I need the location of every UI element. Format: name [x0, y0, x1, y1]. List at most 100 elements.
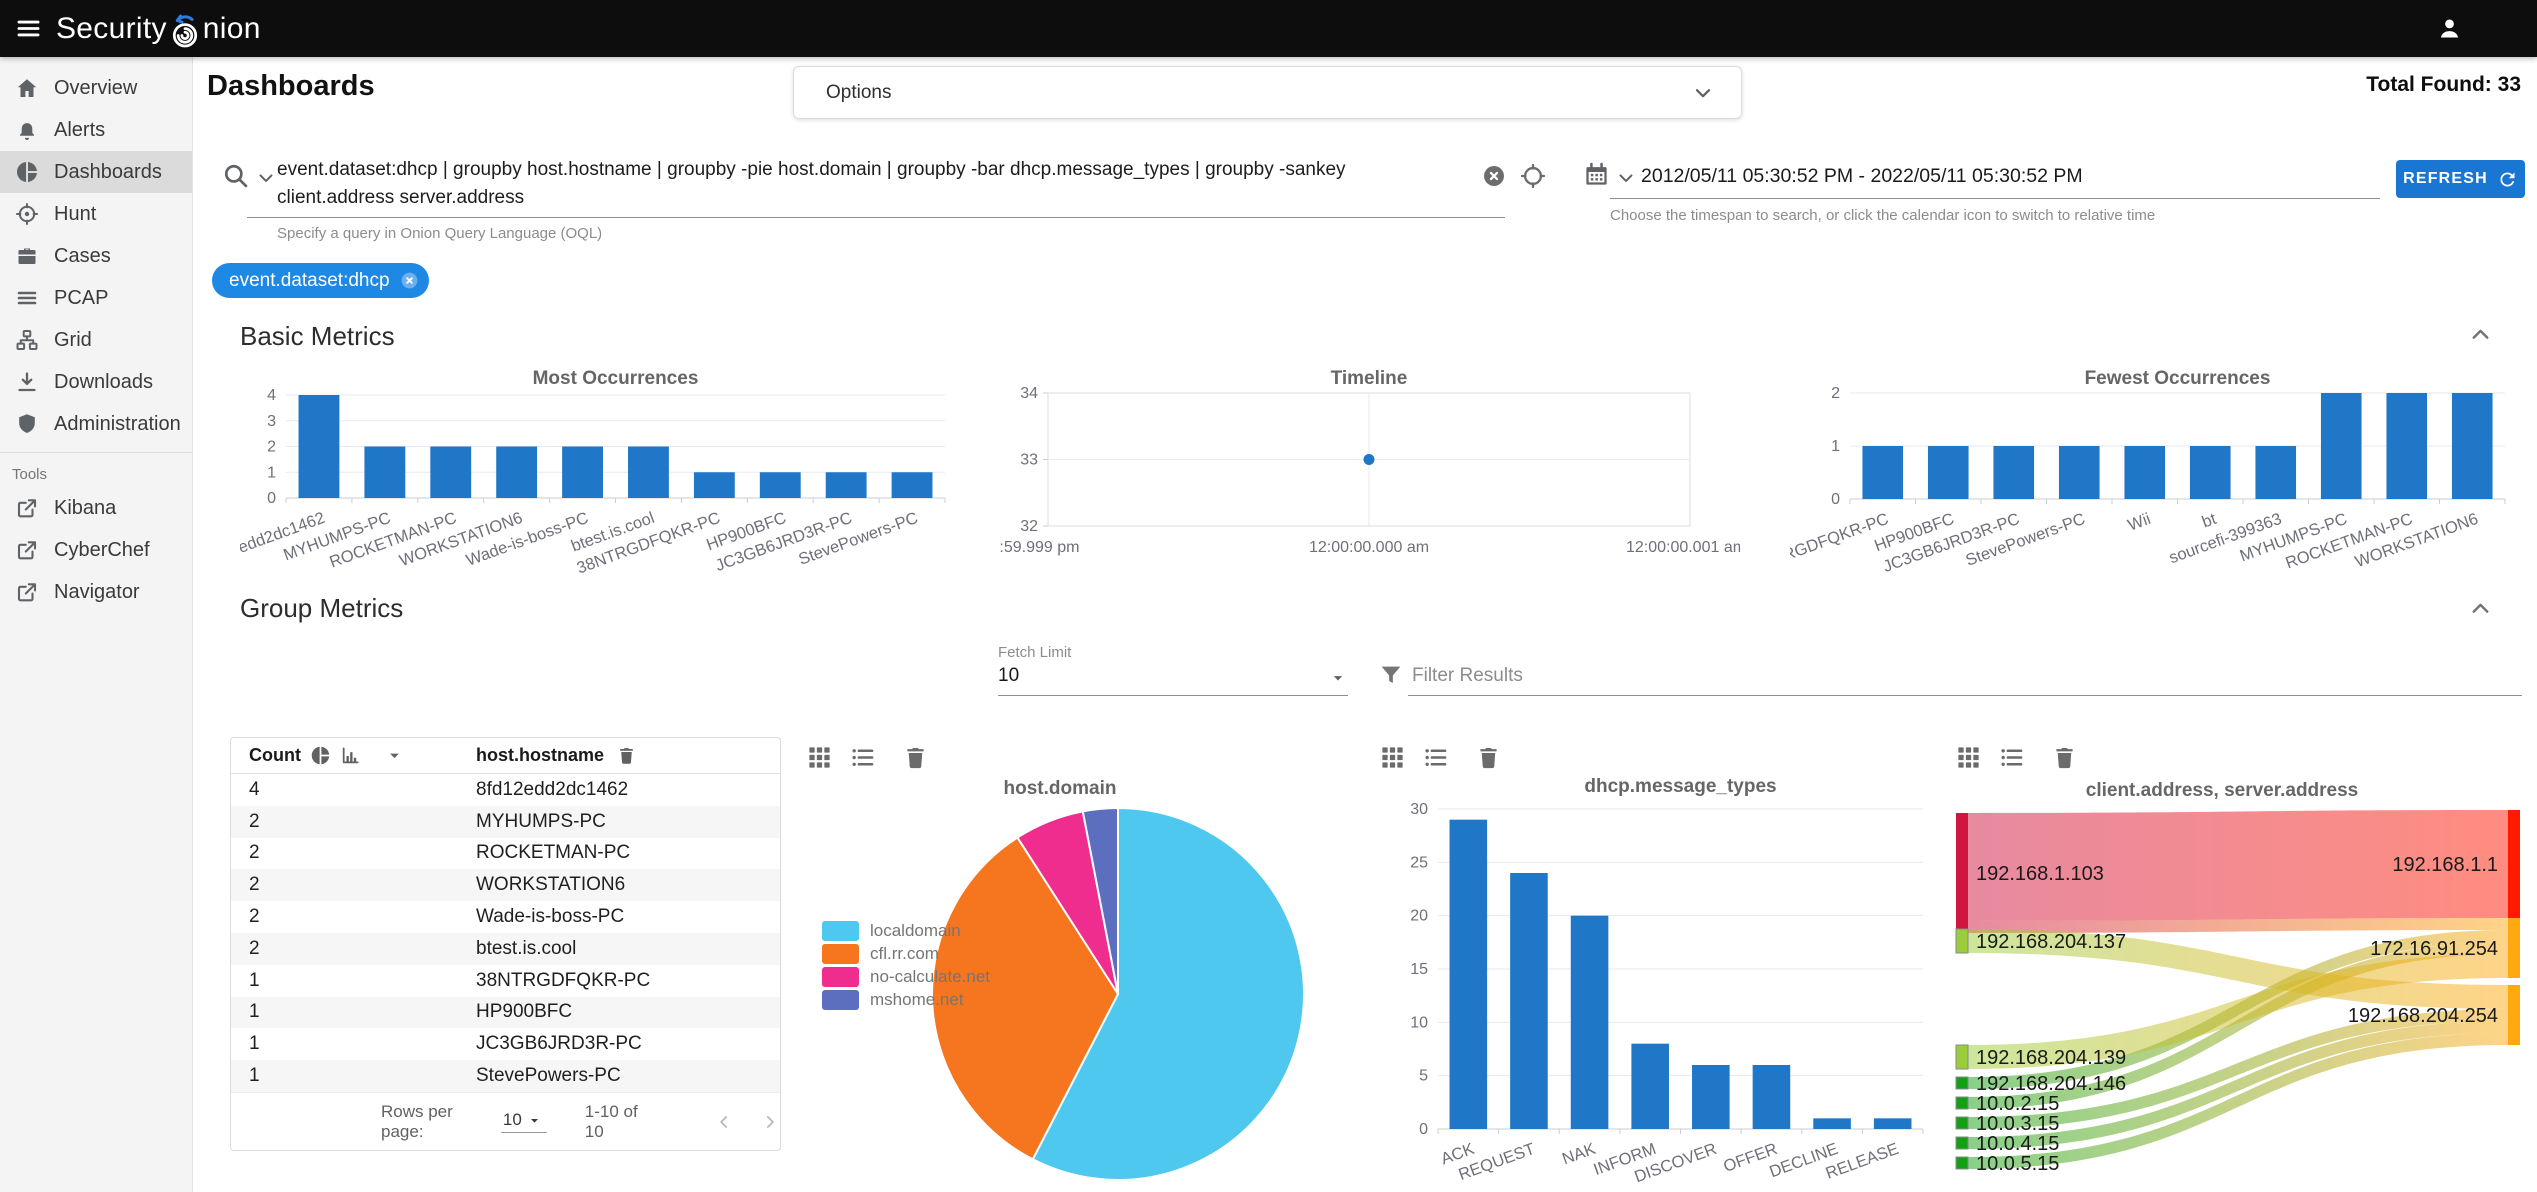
external-link-icon [15, 580, 39, 604]
legend-swatch [822, 921, 859, 941]
sidebar-item-alerts[interactable]: Alerts [0, 109, 192, 151]
fetch-limit-select[interactable]: 10 [998, 665, 1020, 686]
list-view-icon[interactable] [1422, 744, 1449, 771]
fewest-occurrences-chart[interactable]: Fewest Occurrences01238NTRGDFQKR-PCHP900… [1790, 368, 2530, 613]
timespan-chevron-icon[interactable] [1615, 167, 1637, 189]
legend-item[interactable]: localdomain [822, 921, 990, 941]
bar-chart-toggle-icon[interactable] [340, 745, 361, 766]
refresh-button[interactable]: REFRESH [2396, 160, 2525, 198]
legend-item[interactable]: no-calculate.net [822, 967, 990, 987]
calendar-icon[interactable] [1583, 161, 1610, 188]
sidebar-tool-cyberchef[interactable]: CyberChef [0, 529, 192, 571]
sidebar-tools: Kibana CyberChef Navigator [0, 487, 192, 613]
group-metrics-collapse-icon[interactable] [2467, 595, 2494, 622]
table-view-icon[interactable] [806, 744, 833, 771]
table-row[interactable]: 4 8fd12edd2dc1462 [231, 774, 780, 806]
sidebar-item-dashboards[interactable]: Dashboards [0, 151, 192, 193]
sidebar-item-label: Overview [54, 76, 138, 99]
list-view-icon[interactable] [1998, 744, 2025, 771]
query-actions-target-icon[interactable] [1519, 162, 1547, 190]
delete-group-trash-icon[interactable] [2051, 744, 2078, 771]
next-page-icon[interactable] [760, 1109, 780, 1135]
svg-text:4: 4 [267, 387, 276, 404]
legend-item[interactable]: mshome.net [822, 990, 990, 1010]
timespan-input[interactable]: 2012/05/11 05:30:52 PM - 2022/05/11 05:3… [1641, 165, 2083, 187]
row-count: 2 [249, 874, 260, 896]
table-row[interactable]: 1 38NTRGDFQKR-PC [231, 965, 780, 997]
svg-text:33: 33 [1020, 452, 1038, 469]
row-count: 2 [249, 906, 260, 928]
row-count: 2 [249, 810, 260, 832]
hamburger-menu-icon[interactable] [15, 15, 42, 42]
timeline-chart[interactable]: Timeline 34 33 32 11:59:59.999 pm 12:00:00.00… [1000, 368, 1740, 613]
svg-text:10.0.2.15: 10.0.2.15 [1976, 1093, 2059, 1115]
row-count: 2 [249, 842, 260, 864]
table-row[interactable]: 1 StevePowers-PC [231, 1060, 780, 1092]
delete-group-trash-icon[interactable] [902, 744, 929, 771]
query-history-chevron-icon[interactable] [255, 167, 277, 189]
total-found-count: Total Found: 33 [2366, 73, 2521, 96]
svg-text:10.0.5.15: 10.0.5.15 [1976, 1153, 2059, 1175]
row-hostname: 8fd12edd2dc1462 [476, 778, 629, 800]
legend-label: localdomain [870, 921, 961, 940]
legend-item[interactable]: cfl.rr.com [822, 944, 990, 964]
sidebar-item-label: Grid [54, 328, 92, 351]
rows-per-page-label: Rows per page: [381, 1101, 453, 1141]
table-row[interactable]: 2 MYHUMPS-PC [231, 805, 780, 838]
sidebar-item-pcap[interactable]: PCAP [0, 277, 192, 319]
filter-results-input[interactable]: Filter Results [1412, 665, 1523, 686]
dhcp-message-types-bar-chart[interactable]: dhcp.message_types051015202530ACKREQUEST… [1388, 764, 1940, 1192]
sidebar-item-overview[interactable]: Overview [0, 67, 192, 109]
row-count: 4 [249, 778, 260, 800]
table-row[interactable]: 2 ROCKETMAN-PC [231, 838, 780, 870]
rows-per-page-value: 10 [502, 1110, 522, 1130]
filter-chip[interactable]: event.dataset:dhcp [212, 263, 429, 298]
rows-per-page-select[interactable]: 10 [500, 1110, 547, 1134]
sidebar-tool-navigator[interactable]: Navigator [0, 571, 192, 613]
table-row[interactable]: 2 btest.is.cool [231, 932, 780, 965]
previous-page-icon[interactable] [714, 1109, 734, 1135]
svg-text:34: 34 [1020, 385, 1038, 402]
basic-metrics-header: Basic Metrics [240, 321, 395, 351]
most-occurrences-chart[interactable]: Most Occurrences012348fd12edd2dc1462MYHU… [240, 368, 990, 613]
table-row[interactable]: 1 JC3GB6JRD3R-PC [231, 1028, 780, 1060]
row-hostname: ROCKETMAN-PC [476, 842, 631, 864]
sidebar-item-downloads[interactable]: Downloads [0, 361, 192, 403]
basic-metrics-collapse-icon[interactable] [2467, 321, 2494, 348]
sidebar-item-administration[interactable]: Administration [0, 403, 192, 445]
security-onion-logo: Security nion [56, 0, 261, 57]
sidebar-item-grid[interactable]: Grid [0, 319, 192, 361]
pie-chart-toggle-icon[interactable] [310, 745, 331, 766]
table-view-icon[interactable] [1379, 744, 1406, 771]
clear-query-icon[interactable] [1481, 163, 1507, 189]
list-view-icon[interactable] [849, 744, 876, 771]
svg-text:192.168.204.137: 192.168.204.137 [1976, 931, 2126, 953]
options-dropdown[interactable]: Options [793, 66, 1742, 119]
delete-group-trash-icon[interactable] [1475, 744, 1502, 771]
user-account-icon[interactable] [2434, 13, 2465, 44]
sidebar-tool-label: Kibana [54, 496, 117, 519]
table-row[interactable]: 2 Wade-is-boss-PC [231, 901, 780, 933]
sidebar-item-cases[interactable]: Cases [0, 235, 192, 277]
sidebar-tool-kibana[interactable]: Kibana [0, 487, 192, 529]
legend-swatch [822, 990, 859, 1010]
svg-text:12:00:00.001 am: 12:00:00.001 am [1626, 539, 1740, 556]
row-hostname: 38NTRGDFQKR-PC [476, 969, 651, 991]
remove-column-trash-icon[interactable] [616, 745, 637, 766]
chip-close-icon[interactable] [399, 270, 420, 291]
table-view-icon[interactable] [1955, 744, 1982, 771]
host-domain-pie-chart[interactable]: host.domain [905, 776, 1335, 1188]
sort-caret-icon[interactable] [384, 745, 405, 766]
query-input[interactable]: event.dataset:dhcp | groupby host.hostna… [277, 159, 1346, 208]
sidebar-item-hunt[interactable]: Hunt [0, 193, 192, 235]
table-row[interactable]: 1 HP900BFC [231, 996, 780, 1029]
query-underline [247, 217, 1505, 218]
client-server-sankey-chart[interactable]: client.address, server.address 192.168.1.… [1950, 780, 2535, 1192]
svg-text:25: 25 [1410, 854, 1428, 871]
refresh-button-label: REFRESH [2403, 170, 2488, 187]
table-row[interactable]: 2 WORKSTATION6 [231, 869, 780, 902]
row-hostname: StevePowers-PC [476, 1065, 621, 1087]
svg-text:host.domain: host.domain [1004, 778, 1117, 799]
svg-text:1: 1 [1831, 438, 1840, 455]
fetch-limit-caret-icon[interactable] [1328, 668, 1348, 688]
